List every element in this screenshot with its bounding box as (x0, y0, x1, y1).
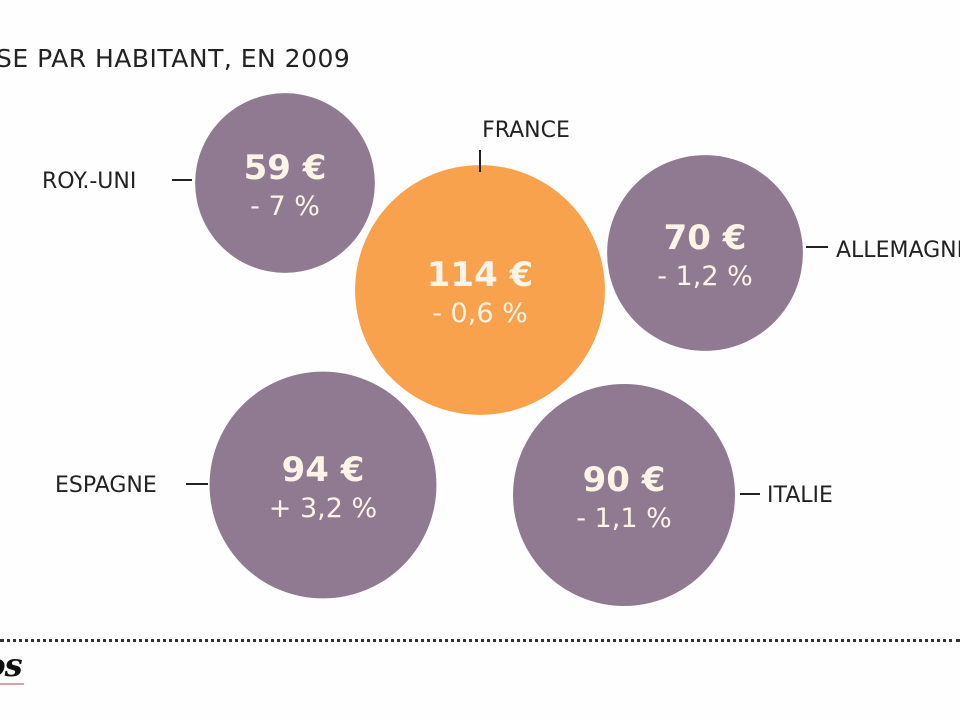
bubble-value: 90 € (583, 460, 666, 500)
bubble-france (355, 165, 605, 415)
bubble-roy-uni (195, 93, 375, 273)
bubble-change: - 7 % (250, 191, 320, 222)
bubble-change: - 0,6 % (432, 298, 528, 329)
les-echos-logo: hos (0, 646, 23, 684)
bubble-value: 59 € (244, 148, 327, 188)
bubble-allemagne (607, 155, 803, 351)
bubble-change: + 3,2 % (269, 493, 377, 524)
bubble-value: 70 € (664, 218, 747, 258)
country-label: ESPAGNE (55, 473, 157, 498)
chart-title: SE PAR HABITANT, EN 2009 (0, 44, 351, 73)
country-label: ITALIE (767, 483, 833, 508)
dotted-divider (0, 639, 960, 642)
bubble-value: 94 € (282, 450, 365, 490)
bubble-value: 114 € (427, 255, 533, 295)
bubble-change: - 1,1 % (576, 503, 672, 534)
logo-underline (0, 683, 24, 685)
country-label: ALLEMAGNE (836, 238, 960, 263)
country-label: ROY.-UNI (42, 169, 136, 194)
bubble-change: - 1,2 % (657, 261, 753, 292)
bubble-espagne (209, 371, 437, 599)
bubble-italie (513, 384, 735, 606)
country-label: FRANCE (482, 118, 570, 143)
